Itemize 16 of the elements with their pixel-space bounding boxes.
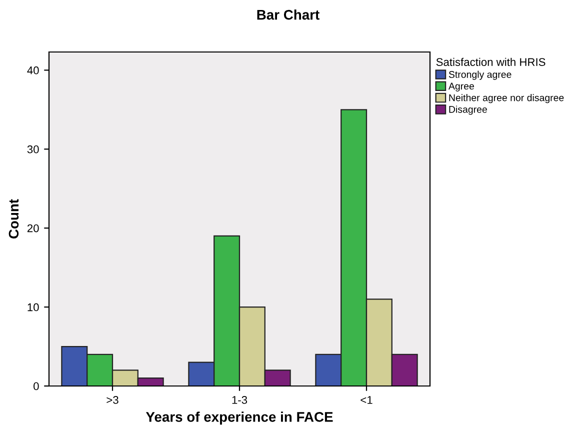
y-tick-label: 30	[27, 145, 39, 154]
x-tick-label: <1	[360, 396, 372, 404]
x-tick-label: 1-3	[232, 396, 248, 404]
y-tick-label: 20	[27, 224, 39, 232]
chart-title: Bar Chart	[257, 10, 320, 20]
legend-label: Agree	[448, 82, 474, 92]
legend-label: Neither agree nor disagree	[449, 94, 564, 104]
x-axis-title: Years of experience in FACE	[146, 412, 333, 425]
y-tick-label: 10	[28, 303, 39, 312]
x-tick-label: >3	[106, 396, 118, 404]
legend-label: Disagree	[449, 106, 487, 115]
legend-label: Strongly agree	[448, 70, 512, 80]
y-tick-label: 40	[27, 66, 39, 74]
y-tick-label: 0	[34, 382, 39, 390]
y-axis-title: Count	[8, 199, 19, 238]
legend-title: Satisfaction with HRIS	[436, 58, 546, 66]
